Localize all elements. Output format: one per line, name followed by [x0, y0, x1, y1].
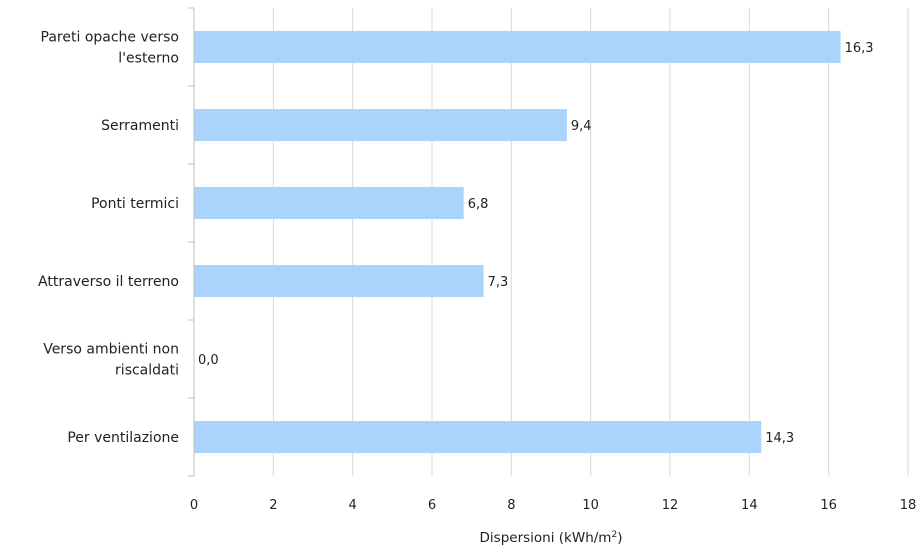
grid-lines — [272, 8, 909, 476]
x-tick-label: 0 — [190, 498, 198, 513]
x-tick-label: 2 — [269, 498, 277, 513]
bar — [194, 187, 464, 219]
axes — [188, 7, 195, 477]
x-tick-label: 18 — [900, 498, 917, 513]
x-tick-label: 6 — [428, 498, 436, 513]
x-tick-label: 10 — [582, 498, 599, 513]
bar — [194, 265, 484, 297]
category-label: Attraverso il terreno — [38, 274, 179, 290]
data-label: 0,0 — [198, 353, 219, 368]
x-tick-label: 4 — [349, 498, 357, 513]
data-label: 7,3 — [488, 275, 509, 290]
x-tick-label: 14 — [741, 498, 758, 513]
category-label: Per ventilazione — [67, 430, 179, 446]
data-label: 9,4 — [571, 119, 592, 134]
x-axis-title: Dispersioni (kWh/m2) — [480, 530, 623, 546]
bar — [194, 421, 762, 453]
x-tick-label: 8 — [507, 498, 515, 513]
labels: 0 2 4 6 8 10 12 14 16 18 16,3 Pareti opache verso l'… — [38, 30, 916, 514]
bar — [194, 31, 841, 63]
category-label: Ponti termici — [91, 196, 179, 212]
category-label: Verso ambienti non riscaldati — [43, 342, 179, 379]
data-label: 14,3 — [765, 431, 794, 446]
bars — [194, 31, 841, 453]
category-label: Serramenti — [101, 118, 179, 134]
data-label: 16,3 — [845, 41, 874, 56]
x-tick-label: 16 — [820, 498, 837, 513]
data-label: 6,8 — [468, 197, 489, 212]
category-label: Pareti opache verso l'esterno — [41, 30, 179, 67]
bar — [194, 109, 567, 141]
x-tick-label: 12 — [662, 498, 679, 513]
